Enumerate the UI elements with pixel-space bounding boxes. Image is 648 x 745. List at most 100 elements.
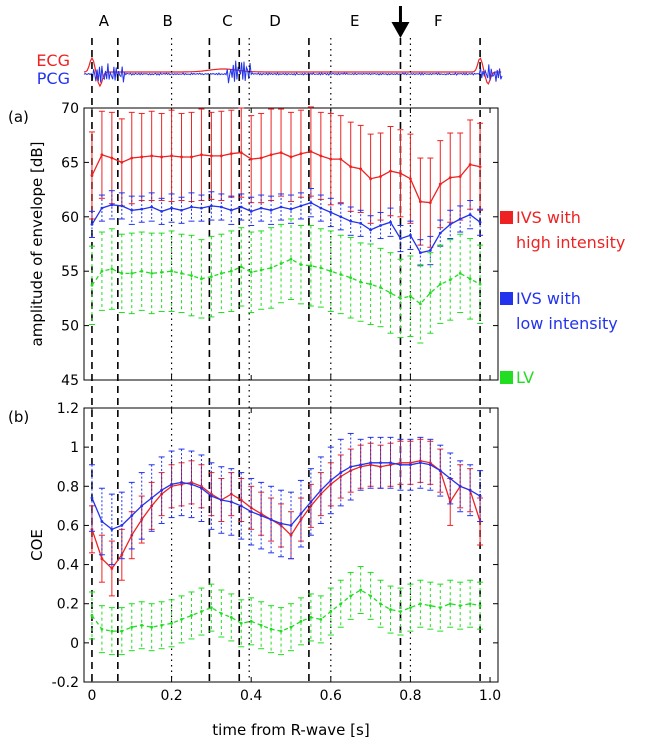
data-point xyxy=(458,217,462,221)
data-point xyxy=(269,153,273,157)
x-tick-label: 0.2 xyxy=(160,688,182,704)
data-point xyxy=(180,617,183,621)
data-point xyxy=(100,520,104,523)
pcg-trace xyxy=(83,60,503,84)
data-point xyxy=(130,156,134,160)
data-point xyxy=(299,619,303,623)
data-point xyxy=(438,282,442,286)
x-tick-label: 1.0 xyxy=(479,688,501,704)
data-point xyxy=(349,219,353,223)
data-point xyxy=(389,608,392,611)
legend-swatch xyxy=(500,211,513,224)
phase-label-b: B xyxy=(162,12,172,30)
data-point xyxy=(468,213,472,217)
series-ivs-with-high-intensity xyxy=(88,106,484,248)
data-point xyxy=(150,496,154,500)
data-point xyxy=(299,152,303,156)
plot-frame xyxy=(83,107,499,381)
series-line xyxy=(91,460,481,570)
data-point xyxy=(239,205,243,209)
data-point xyxy=(339,157,343,161)
data-point xyxy=(100,557,104,561)
data-point xyxy=(458,271,462,275)
data-point xyxy=(190,614,193,617)
x-tick-label: 0 xyxy=(88,688,97,704)
data-point xyxy=(200,277,203,281)
data-point xyxy=(299,263,303,267)
data-point xyxy=(399,610,402,613)
data-point xyxy=(438,182,442,186)
data-point xyxy=(239,151,243,155)
data-point xyxy=(200,486,203,490)
data-point xyxy=(309,150,313,153)
y-tick-label: 60 xyxy=(61,210,79,226)
data-point xyxy=(140,269,144,273)
data-point xyxy=(190,155,193,159)
series-ivs-with-low-intensity xyxy=(88,188,484,267)
data-point xyxy=(190,480,193,484)
data-point xyxy=(468,488,472,492)
legend-label: high intensity xyxy=(516,233,625,252)
data-point xyxy=(90,174,94,177)
data-point xyxy=(448,223,452,226)
data-point xyxy=(170,482,173,486)
data-point xyxy=(428,249,432,252)
data-point xyxy=(90,614,94,617)
data-point xyxy=(438,231,442,235)
data-point xyxy=(428,604,432,608)
data-point xyxy=(448,278,452,282)
y-axis-label: amplitude of envelope [dB] xyxy=(28,141,46,346)
data-point xyxy=(409,294,412,298)
data-point xyxy=(100,269,104,273)
data-point xyxy=(140,518,144,521)
data-point xyxy=(259,623,263,627)
data-point xyxy=(200,206,203,210)
phase-label-f: F xyxy=(434,12,443,30)
data-point xyxy=(349,276,353,280)
data-point xyxy=(229,208,233,212)
data-point xyxy=(478,282,482,286)
data-point xyxy=(249,510,253,514)
data-point xyxy=(279,262,283,265)
phase-label-a: A xyxy=(99,12,110,30)
data-point xyxy=(448,602,452,606)
data-point xyxy=(249,209,253,213)
data-point xyxy=(180,482,183,486)
data-point xyxy=(309,201,313,205)
data-point xyxy=(349,594,353,598)
data-point xyxy=(409,463,412,467)
legend-label: low intensity xyxy=(516,314,618,333)
data-point xyxy=(399,237,402,240)
data-point xyxy=(478,220,482,224)
series-lv xyxy=(88,566,484,656)
data-point xyxy=(369,463,373,467)
data-point xyxy=(339,215,343,219)
y-tick-label: 70 xyxy=(61,101,79,117)
data-point xyxy=(409,177,412,181)
y-tick-label: 1.2 xyxy=(57,401,79,417)
data-point xyxy=(219,154,223,158)
data-point xyxy=(349,165,353,169)
data-point xyxy=(369,228,373,232)
data-point xyxy=(359,465,363,469)
data-point xyxy=(90,496,94,500)
data-point xyxy=(100,627,104,631)
data-point xyxy=(448,477,452,480)
y-tick-label: 45 xyxy=(61,373,79,389)
data-point xyxy=(389,220,392,224)
data-point xyxy=(399,297,402,300)
series-line xyxy=(91,201,481,254)
data-point xyxy=(329,211,333,214)
y-tick-label: 1 xyxy=(70,440,79,456)
series-lv xyxy=(88,218,484,344)
data-point xyxy=(170,206,173,210)
data-point xyxy=(170,621,173,625)
data-point xyxy=(209,494,213,498)
data-point xyxy=(468,163,472,166)
data-point xyxy=(90,283,94,287)
data-point xyxy=(299,204,303,208)
data-point xyxy=(359,221,363,225)
data-point xyxy=(478,604,482,608)
data-point xyxy=(428,463,432,467)
